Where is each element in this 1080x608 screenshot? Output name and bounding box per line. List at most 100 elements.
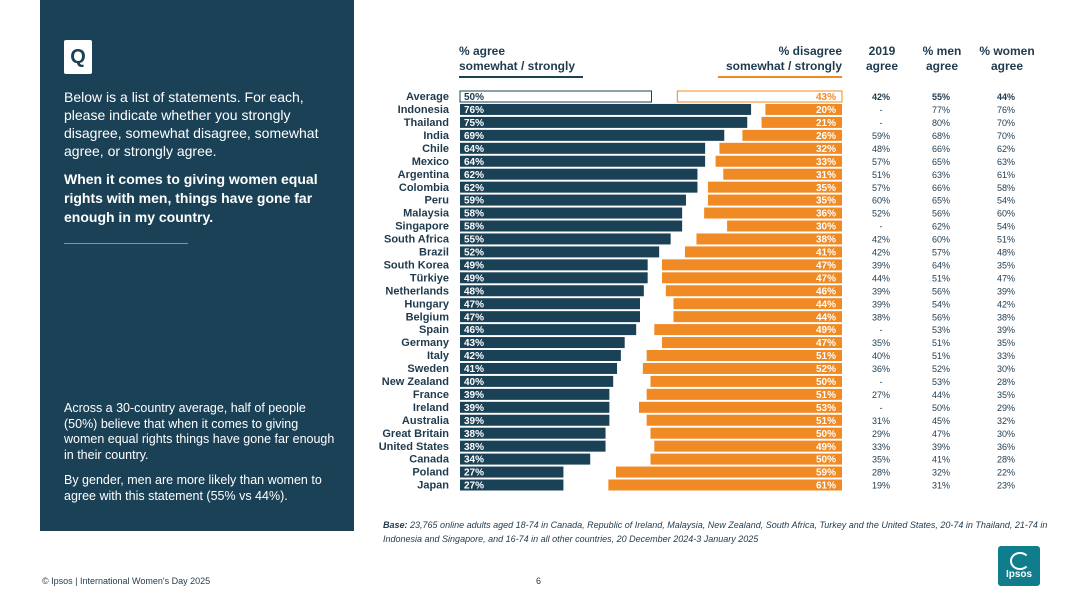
agree-bar bbox=[460, 479, 564, 491]
men-agree-value: 51% bbox=[932, 273, 950, 283]
agree-2019-value: 59% bbox=[872, 131, 890, 141]
agree-2019-value: 52% bbox=[872, 209, 890, 219]
agree-value-label: 39% bbox=[464, 403, 484, 414]
men-agree-value: 56% bbox=[932, 286, 950, 296]
disagree-bar bbox=[673, 311, 842, 323]
country-label: Peru bbox=[425, 195, 449, 207]
agree-value-label: 47% bbox=[464, 312, 484, 323]
women-agree-value: 63% bbox=[997, 157, 1015, 167]
footer-text: © Ipsos | International Women's Day 2025 bbox=[42, 576, 211, 586]
agree-bar bbox=[460, 362, 618, 374]
women-agree-value: 51% bbox=[997, 235, 1015, 245]
men-agree-value: 53% bbox=[932, 377, 950, 387]
agree-bar bbox=[460, 453, 591, 465]
agree-value-label: 59% bbox=[464, 196, 484, 207]
disagree-header-line2: somewhat / strongly bbox=[725, 59, 842, 73]
disagree-value-label: 50% bbox=[816, 429, 836, 440]
agree-value-label: 49% bbox=[464, 273, 484, 284]
men-agree-value: 52% bbox=[932, 364, 950, 374]
country-label: Sweden bbox=[407, 363, 449, 375]
country-label: Malaysia bbox=[403, 208, 450, 220]
agree-2019-value: 42% bbox=[872, 248, 890, 258]
disagree-value-label: 47% bbox=[816, 260, 836, 271]
women-agree-header-line1: % women bbox=[979, 44, 1035, 58]
country-label: Japan bbox=[417, 480, 449, 492]
disagree-bar bbox=[661, 259, 842, 271]
statement-text: When it comes to giving women equal righ… bbox=[64, 171, 318, 225]
women-agree-value: 35% bbox=[997, 390, 1015, 400]
disagree-value-label: 51% bbox=[816, 416, 836, 427]
disagree-value-label: 31% bbox=[816, 170, 836, 181]
disagree-bar bbox=[676, 90, 843, 103]
agree-2019-value: 19% bbox=[872, 481, 890, 491]
question-badge: Q bbox=[64, 40, 92, 74]
agree-2019-value: 31% bbox=[872, 416, 890, 426]
country-label: Mexico bbox=[412, 156, 450, 168]
men-agree-value: 68% bbox=[932, 131, 950, 141]
country-label: Ireland bbox=[413, 402, 449, 414]
agree-value-label: 46% bbox=[464, 325, 484, 336]
disagree-value-label: 59% bbox=[816, 468, 836, 479]
men-agree-value: 80% bbox=[932, 118, 950, 128]
disagree-bar bbox=[642, 362, 842, 374]
country-label: Netherlands bbox=[385, 285, 449, 297]
agree-2019-value: 57% bbox=[872, 183, 890, 193]
women-agree-value: 28% bbox=[997, 377, 1015, 387]
agree-2019-value: 28% bbox=[872, 468, 890, 478]
agree-value-label: 39% bbox=[464, 390, 484, 401]
disagree-value-label: 61% bbox=[816, 481, 836, 492]
agree-bar bbox=[460, 350, 621, 361]
disagree-bar bbox=[654, 440, 842, 452]
divider bbox=[64, 243, 188, 244]
country-label: Germany bbox=[401, 337, 450, 349]
men-agree-value: 63% bbox=[932, 170, 950, 180]
agree-bar bbox=[460, 142, 706, 154]
agree-value-label: 62% bbox=[464, 170, 484, 181]
agree-value-label: 64% bbox=[464, 157, 484, 168]
agree-value-label: 55% bbox=[464, 235, 484, 246]
agree-bar bbox=[460, 375, 614, 387]
agree-bar bbox=[460, 194, 686, 206]
agree-bar bbox=[460, 181, 698, 193]
men-agree-value: 64% bbox=[932, 260, 950, 270]
disagree-value-label: 50% bbox=[816, 455, 836, 466]
agree-value-label: 43% bbox=[464, 338, 484, 349]
country-label: Colombia bbox=[399, 182, 450, 194]
women-agree-header-line2: agree bbox=[990, 59, 1024, 73]
disagree-value-label: 46% bbox=[816, 286, 836, 297]
agree-bar bbox=[460, 259, 648, 271]
men-agree-value: 32% bbox=[932, 468, 950, 478]
disagree-bar bbox=[639, 401, 842, 413]
logo-text: Ipsos bbox=[1005, 569, 1033, 580]
men-agree-value: 54% bbox=[932, 299, 950, 309]
agree-2019-value: 36% bbox=[872, 364, 890, 374]
disagree-value-label: 41% bbox=[816, 248, 836, 259]
disagree-bar bbox=[650, 453, 842, 465]
women-agree-value: 30% bbox=[997, 364, 1015, 374]
disagree-value-label: 44% bbox=[816, 312, 836, 323]
agree-value-label: 38% bbox=[464, 442, 484, 453]
agree-bar bbox=[460, 466, 564, 478]
agree-2019-value: 33% bbox=[872, 442, 890, 452]
agree-value-label: 58% bbox=[464, 222, 484, 233]
agree-value-label: 27% bbox=[464, 468, 484, 479]
disagree-bar bbox=[684, 246, 842, 258]
agree-value-label: 48% bbox=[464, 286, 484, 297]
agree-2019-value: 39% bbox=[872, 260, 890, 270]
disagree-bar bbox=[765, 103, 842, 115]
women-agree-value: 39% bbox=[997, 286, 1015, 296]
agree-2019-value: 48% bbox=[872, 144, 890, 154]
agree-value-label: 52% bbox=[464, 248, 484, 259]
men-agree-value: 51% bbox=[932, 338, 950, 348]
country-label: Argentina bbox=[398, 169, 450, 181]
base-note: Base: 23,765 online adults aged 18-74 in… bbox=[383, 518, 1053, 546]
agree-2019-value: 42% bbox=[872, 92, 890, 102]
women-agree-value: 39% bbox=[997, 325, 1015, 335]
country-label: Brazil bbox=[419, 247, 449, 259]
agree-bar bbox=[460, 427, 606, 439]
agree-value-label: 47% bbox=[464, 299, 484, 310]
men-agree-value: 55% bbox=[932, 92, 950, 102]
country-label: South Africa bbox=[384, 234, 450, 246]
disagree-value-label: 35% bbox=[816, 196, 836, 207]
question-text: Below is a list of statements. For each,… bbox=[64, 89, 319, 159]
